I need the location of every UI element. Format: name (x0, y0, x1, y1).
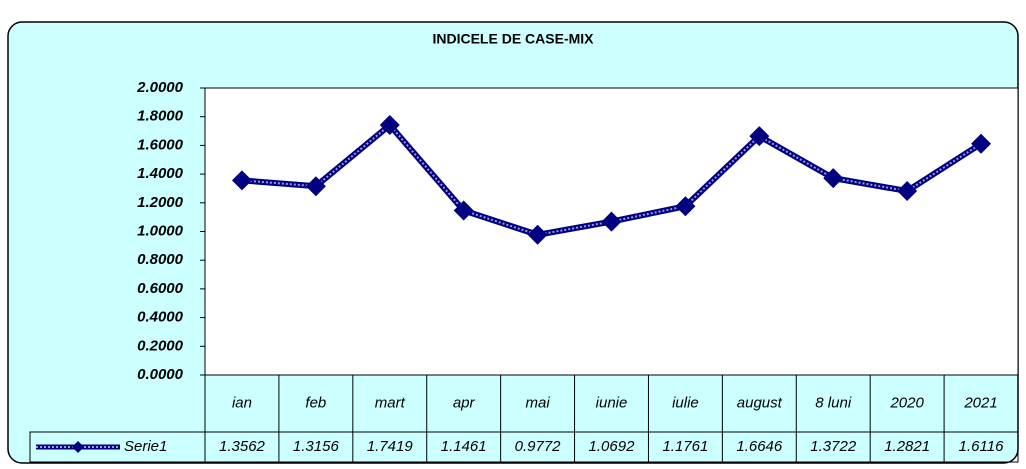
x-tick-label: ian (232, 394, 252, 411)
table-value: 1.0692 (589, 438, 636, 455)
marker (675, 196, 696, 217)
table-value: 1.3722 (810, 438, 857, 455)
y-tick-label: 1.4000 (137, 165, 184, 182)
legend-marker (72, 441, 84, 453)
y-tick-label: 2.0000 (136, 79, 184, 96)
x-tick-label: august (737, 394, 783, 411)
table-value: 1.3562 (219, 438, 266, 455)
y-tick-label: 1.0000 (137, 222, 184, 239)
table-value: 1.6646 (736, 438, 783, 455)
table-value: 1.3156 (293, 438, 340, 455)
marker (897, 181, 918, 202)
marker (453, 200, 474, 221)
y-tick-label: 1.2000 (137, 194, 184, 211)
y-tick-label: 0.6000 (137, 280, 184, 297)
marker (971, 133, 992, 154)
table-value: 1.1461 (441, 438, 487, 455)
y-tick-label: 1.6000 (137, 136, 184, 153)
table-value: 0.9772 (515, 438, 562, 455)
marker (527, 224, 548, 245)
marker (305, 176, 326, 197)
marker (231, 170, 252, 191)
chart-title: INDICELE DE CASE-MIX (432, 31, 594, 47)
table-value: 1.1761 (662, 438, 708, 455)
y-tick-label: 1.8000 (137, 108, 184, 125)
x-tick-label: 8 luni (815, 394, 852, 411)
table-value: 1.7419 (367, 438, 414, 455)
x-tick-label: iunie (596, 394, 628, 411)
y-tick-label: 0.0000 (137, 366, 184, 383)
x-tick-label: apr (453, 394, 476, 411)
y-tick-label: 0.2000 (137, 337, 184, 354)
marker (823, 168, 844, 189)
x-tick-label: mai (526, 394, 551, 411)
y-tick-label: 0.8000 (137, 251, 184, 268)
table-value: 1.6116 (959, 438, 1004, 455)
marker (749, 126, 770, 147)
y-tick-label: 0.4000 (137, 309, 184, 326)
x-tick-label: 2021 (963, 394, 997, 411)
x-tick-label: feb (305, 394, 326, 411)
x-tick-label: mart (375, 394, 406, 411)
x-tick-label: iulie (672, 394, 699, 411)
table-value: 1.2821 (884, 438, 930, 455)
marker (379, 115, 400, 136)
x-tick-label: 2020 (889, 394, 924, 411)
legend-label: Serie1 (124, 438, 167, 455)
marker (601, 211, 622, 232)
